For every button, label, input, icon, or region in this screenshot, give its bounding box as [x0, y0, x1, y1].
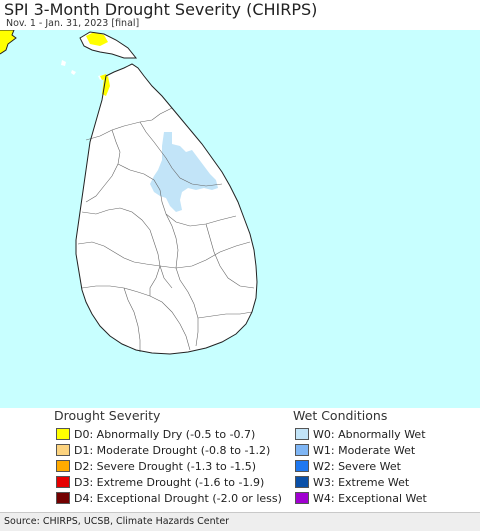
legend-item: W2: Severe Wet	[295, 458, 427, 474]
legend-swatch	[295, 460, 309, 472]
legend-item: D0: Abnormally Dry (-0.5 to -0.7)	[56, 426, 282, 442]
drought-legend: D0: Abnormally Dry (-0.5 to -0.7) D1: Mod…	[56, 426, 282, 506]
legend-item: D1: Moderate Drought (-0.8 to -1.2)	[56, 442, 282, 458]
district-border	[77, 241, 251, 269]
legend-item: D2: Severe Drought (-1.3 to -1.5)	[56, 458, 282, 474]
drought-legend-heading: Drought Severity	[54, 408, 161, 423]
legend-label: W1: Moderate Wet	[313, 443, 416, 457]
district-border	[149, 265, 161, 296]
jaffna-coastline	[79, 31, 138, 59]
district-border	[85, 107, 173, 141]
source-credit: Source: CHIRPS, UCSB, Climate Hazards Ce…	[4, 516, 230, 527]
legend-item: W1: Moderate Wet	[295, 442, 427, 458]
wet-legend-heading: Wet Conditions	[293, 408, 388, 423]
wet-legend: W0: Abnormally Wet W1: Moderate Wet W2: Se…	[295, 426, 427, 506]
district-border	[81, 207, 173, 289]
legend-item: W0: Abnormally Wet	[295, 426, 427, 442]
legend-swatch	[56, 444, 70, 456]
legend-swatch	[295, 476, 309, 488]
district-border	[205, 223, 255, 289]
legend-item: W4: Exceptional Wet	[295, 490, 427, 506]
district-border	[117, 163, 237, 227]
district-border	[85, 129, 121, 203]
legend-swatch	[56, 428, 70, 440]
district-border	[197, 311, 253, 319]
india-dry-area	[0, 30, 16, 54]
island	[71, 70, 76, 75]
legend-label: W4: Exceptional Wet	[313, 491, 427, 505]
drought-map	[0, 30, 480, 408]
legend-label: D0: Abnormally Dry (-0.5 to -0.7)	[74, 427, 256, 441]
legend-item: W3: Extreme Wet	[295, 474, 427, 490]
legend-label: D1: Moderate Drought (-0.8 to -1.2)	[74, 443, 271, 457]
district-border	[139, 121, 223, 187]
district-border	[165, 213, 199, 347]
island	[61, 60, 66, 66]
legend-label: W0: Abnormally Wet	[313, 427, 426, 441]
legend-item: D4: Exceptional Drought (-2.0 or less)	[56, 490, 282, 506]
legend-item: D3: Extreme Drought (-1.6 to -1.9)	[56, 474, 282, 490]
legend-label: D3: Extreme Drought (-1.6 to -1.9)	[74, 475, 265, 489]
map-subtitle: Nov. 1 - Jan. 31, 2023 [final]	[6, 18, 140, 29]
legend-swatch	[56, 492, 70, 504]
legend-label: D2: Severe Drought (-1.3 to -1.5)	[74, 459, 257, 473]
footer: Source: CHIRPS, UCSB, Climate Hazards Ce…	[0, 512, 480, 531]
legend-swatch	[295, 444, 309, 456]
sri-lanka-mainland	[76, 64, 257, 354]
legend-swatch	[295, 492, 309, 504]
map-title: SPI 3-Month Drought Severity (CHIRPS)	[4, 0, 318, 19]
legend-label: D4: Exceptional Drought (-2.0 or less)	[74, 491, 282, 505]
jaffna-dry-area	[86, 32, 108, 46]
legend-swatch	[295, 428, 309, 440]
legend-swatch	[56, 460, 70, 472]
sri-lanka-coastline	[75, 63, 258, 355]
district-border	[123, 287, 141, 352]
legend-swatch	[56, 476, 70, 488]
wet-area	[150, 132, 218, 212]
legend-label: W3: Extreme Wet	[313, 475, 410, 489]
india-coastline	[0, 30, 17, 55]
legend-label: W2: Severe Wet	[313, 459, 401, 473]
